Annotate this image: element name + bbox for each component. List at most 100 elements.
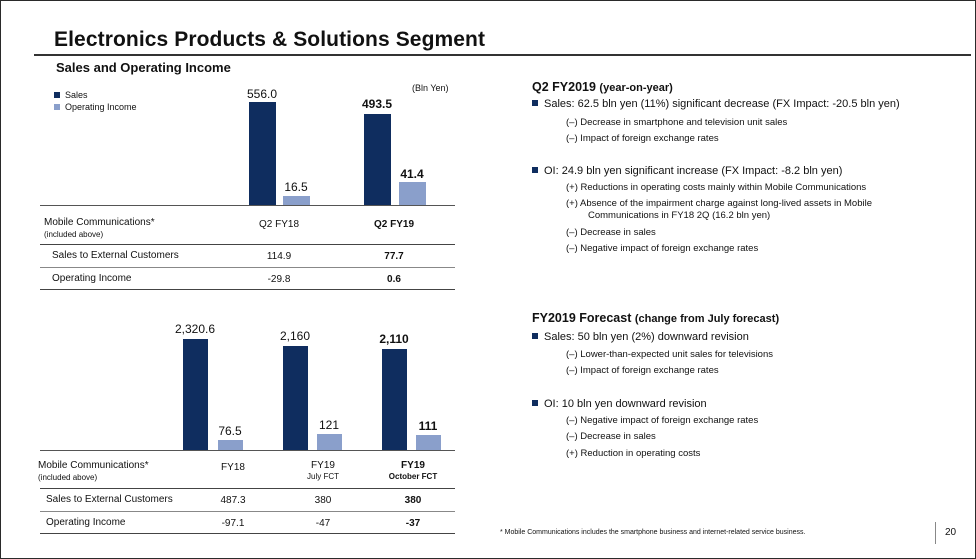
col-fy18: FY18 (221, 462, 245, 473)
mc-label-2: Mobile Communications* (included above) (38, 460, 149, 484)
legend-label-oi: Operating Income (65, 102, 137, 112)
bar-q2fy19-sales (364, 114, 391, 205)
fc-oi-item-3: (+) Reduction in operating costs (566, 448, 701, 459)
q2-oi-item-2: (+) Absence of the impairment charge aga… (566, 198, 872, 222)
unit-label: (Bln Yen) (412, 83, 449, 93)
q2-oi-line: OI: 24.9 bln yen significant increase (F… (532, 164, 842, 178)
bar-q2fy18-sales (249, 102, 276, 205)
label-fy19oct-oi: 111 (418, 419, 438, 433)
t2-row1-v3: 380 (404, 495, 422, 506)
label-fy19july-sales: 2,160 (279, 329, 311, 343)
t1-row2-v2: 0.6 (387, 274, 401, 285)
bar-q2fy18-oi (283, 196, 310, 205)
footnote: * Mobile Communications includes the sma… (500, 529, 806, 536)
label-q2fy18-sales: 556.0 (246, 87, 278, 101)
legend-sales: Sales (54, 90, 88, 100)
q2-oi-item-4: (–) Negative impact of foreign exchange … (566, 243, 759, 254)
table2-rule-1 (40, 488, 455, 489)
legend-swatch-sales (54, 92, 60, 98)
fc-oi-item-2: (–) Decrease in sales (566, 431, 656, 442)
table1-rule-2 (40, 267, 455, 268)
label-fy18-oi: 76.5 (218, 424, 242, 438)
t2-row2-v2: -47 (315, 518, 331, 529)
t1-row1-v2: 77.7 (384, 251, 404, 262)
bullet-icon (532, 400, 538, 406)
col-fy19-july-sub: July FCT (307, 472, 339, 481)
bullet-icon (532, 100, 538, 106)
fc-oi-item-1: (–) Negative impact of foreign exchange … (566, 415, 759, 426)
q2-sales-item-2: (–) Impact of foreign exchange rates (566, 133, 719, 144)
bar-q2fy19-oi (399, 182, 426, 205)
q2-heading-sub: (year-on-year) (599, 82, 673, 94)
mc-label-1-title: Mobile Communications* (44, 217, 155, 228)
col-q2fy18: Q2 FY18 (258, 219, 300, 230)
q2-oi-item-1: (+) Reductions in operating costs mainly… (566, 182, 867, 193)
fc-heading: FY2019 Forecast (change from July foreca… (532, 311, 779, 326)
q2-oi-item-2-line-1: (+) Absence of the impairment charge aga… (566, 198, 873, 209)
label-fy19oct-sales: 2,110 (379, 332, 409, 346)
bar-fy19oct-sales (382, 349, 407, 450)
t1-row2-v1: -29.8 (267, 274, 291, 285)
label-q2fy19-sales: 493.5 (361, 97, 393, 111)
table2-rule-2 (40, 511, 455, 512)
q2-sales-item-1: (–) Decrease in smartphone and televisio… (566, 117, 788, 128)
legend-swatch-oi (54, 104, 60, 110)
fc-sales-line: Sales: 50 bln yen (2%) downward revision (532, 330, 749, 344)
legend-oi: Operating Income (54, 102, 137, 112)
t1-row2-label: Operating Income (52, 273, 132, 284)
title-divider (34, 54, 971, 56)
mc-label-1-note: (included above) (44, 230, 104, 239)
q2-heading-title: Q2 FY2019 (532, 80, 596, 94)
q2-heading: Q2 FY2019 (year-on-year) (532, 80, 673, 95)
fc-oi-text: OI: 10 bln yen downward revision (544, 398, 707, 410)
fc-sales-item-1: (–) Lower-than-expected unit sales for t… (566, 349, 773, 360)
col-fy19-oct-sub: October FCT (388, 472, 438, 481)
col-fy19-july-title: FY19 (311, 460, 335, 471)
page-title: Electronics Products & Solutions Segment (54, 28, 486, 51)
label-q2fy18-oi: 16.5 (284, 180, 308, 194)
legend-label-sales: Sales (65, 90, 88, 100)
col-q2fy19: Q2 FY19 (373, 219, 415, 230)
col-fy19-oct-title: FY19 (401, 460, 425, 471)
label-fy19july-oi: 121 (318, 418, 340, 432)
t2-row1-v1: 487.3 (220, 495, 246, 506)
fc-sales-item-2: (–) Impact of foreign exchange rates (566, 365, 719, 376)
mc-label-2-title: Mobile Communications* (38, 460, 149, 471)
q2-sales-text: Sales: 62.5 bln yen (11%) significant de… (544, 98, 900, 110)
bullet-icon (532, 167, 538, 173)
col-fy19-july: FY19 July FCT (278, 460, 368, 482)
bar-fy18-sales (183, 339, 208, 450)
label-q2fy19-oi: 41.4 (400, 167, 424, 181)
t2-row1-v2: 380 (314, 495, 332, 506)
table2-rule-3 (40, 533, 455, 534)
q2-oi-text: OI: 24.9 bln yen significant increase (F… (544, 165, 843, 177)
q2-oi-item-2-line-2: Communications in FY18 2Q (16.2 bln yen) (588, 210, 771, 221)
t2-row1-label: Sales to External Customers (46, 494, 173, 505)
mc-label-2-note: (included above) (38, 473, 98, 482)
bar-fy19july-sales (283, 346, 308, 450)
page-number: 20 (945, 527, 957, 538)
mc-label-1: Mobile Communications* (included above) (44, 217, 155, 241)
table1-rule-1 (40, 244, 455, 245)
t1-row1-v1: 114.9 (266, 251, 292, 262)
t1-row1-label: Sales to External Customers (52, 250, 179, 261)
t2-row2-v3: -37 (405, 518, 421, 529)
bar-fy18-oi (218, 440, 243, 450)
t2-row2-v1: -97.1 (221, 518, 245, 529)
bar-fy19july-oi (317, 434, 342, 450)
col-fy19-oct: FY19 October FCT (368, 460, 458, 482)
section-subtitle: Sales and Operating Income (56, 60, 231, 75)
table1-rule-3 (40, 289, 455, 290)
label-fy18-sales: 2,320.6 (174, 322, 216, 336)
fc-sales-text: Sales: 50 bln yen (2%) downward revision (544, 331, 749, 343)
chart1-axis (40, 205, 455, 206)
chart2-axis (40, 450, 455, 451)
fc-heading-sub: (change from July forecast) (634, 313, 780, 325)
bullet-icon (532, 333, 538, 339)
bar-fy19oct-oi (416, 435, 441, 450)
fc-oi-line: OI: 10 bln yen downward revision (532, 397, 707, 411)
t2-row2-label: Operating Income (46, 517, 126, 528)
q2-sales-line: Sales: 62.5 bln yen (11%) significant de… (532, 97, 900, 111)
q2-oi-item-3: (–) Decrease in sales (566, 227, 656, 238)
page-number-divider (935, 522, 936, 544)
